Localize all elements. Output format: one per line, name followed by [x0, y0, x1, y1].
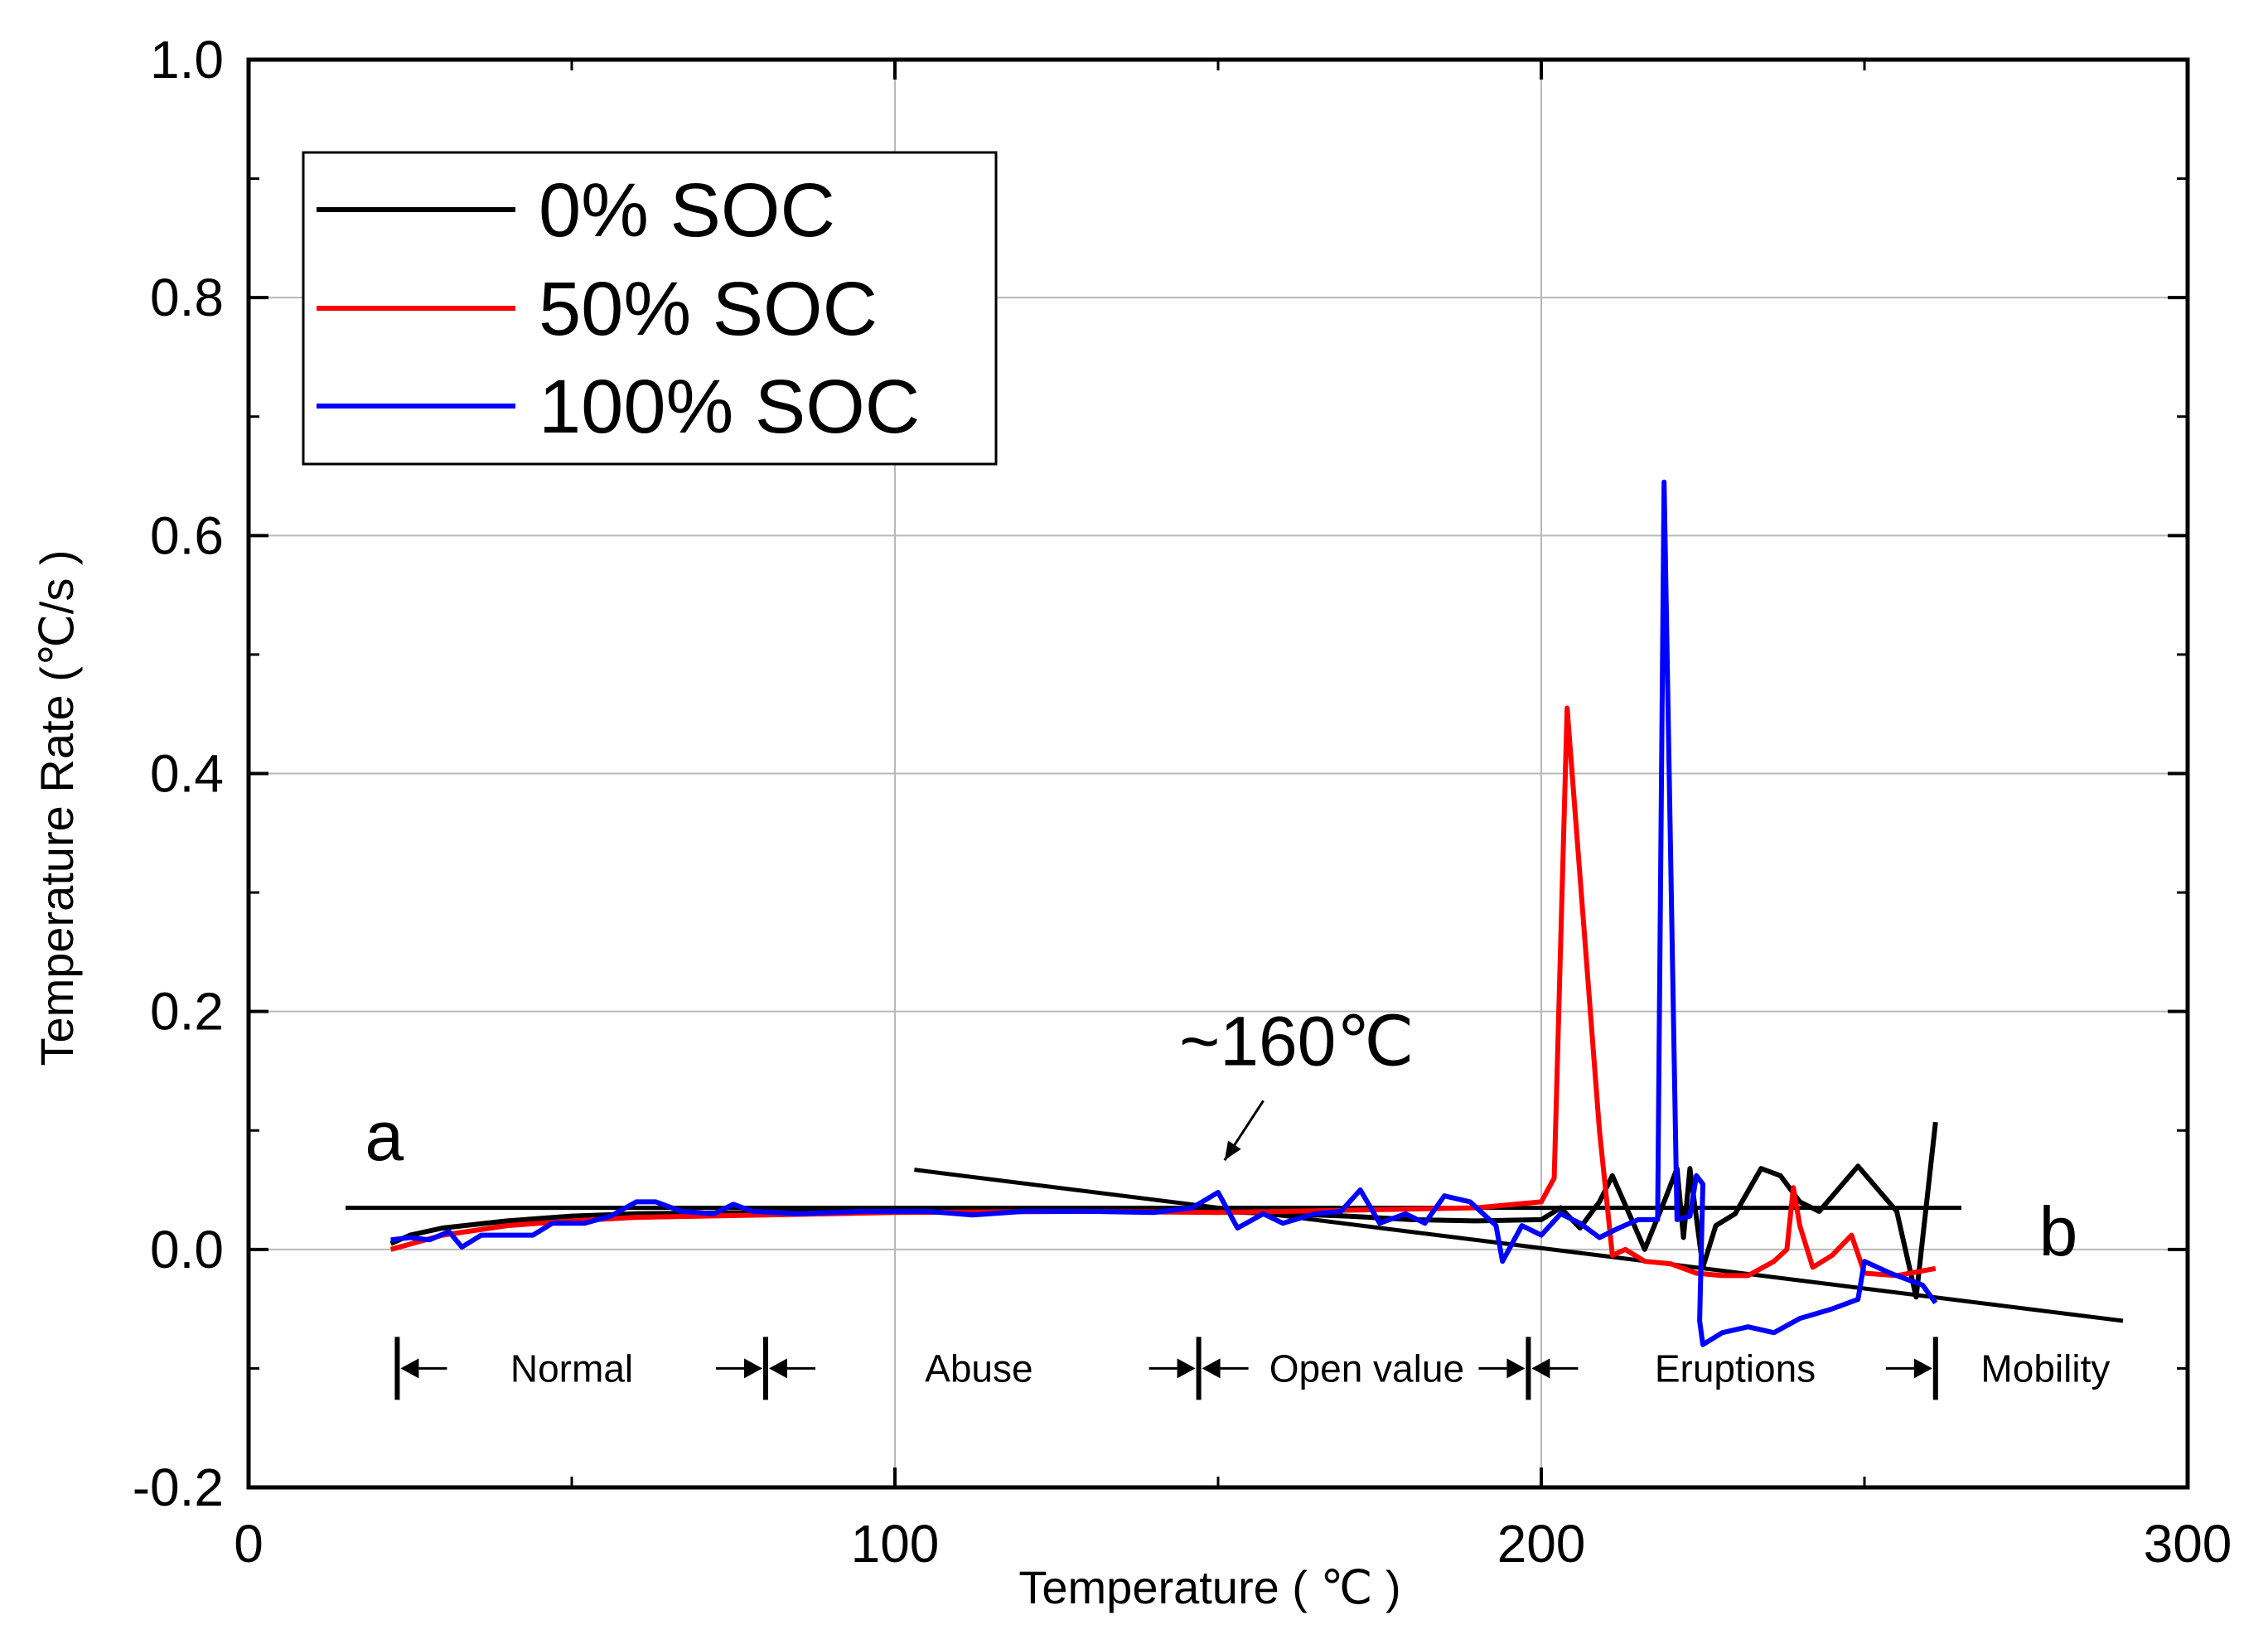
y-tick-label: 0.6	[150, 505, 224, 565]
phase-arrowhead	[1202, 1358, 1221, 1379]
line-a-label: a	[365, 1097, 404, 1175]
phase-arrowhead	[1506, 1358, 1526, 1379]
legend-label-0: 0% SOC	[539, 168, 835, 253]
phase-label: Open value	[1269, 1347, 1464, 1390]
series-lines	[389, 479, 1938, 1347]
phase-arrowhead	[1531, 1358, 1550, 1379]
reference-line-b	[914, 1168, 2124, 1323]
annotations: ~160℃ a b	[365, 1002, 2077, 1270]
phase-label: Mobility	[1980, 1347, 2110, 1390]
legend: 0% SOC 50% SOC 100% SOC	[302, 151, 998, 466]
x-tick-label: 300	[2144, 1514, 2232, 1574]
x-tick-label: 100	[851, 1514, 940, 1574]
tick-labels: 0 100 200 300 -0.2 0.0 0.2 0.4 0.6 0.8 1.0	[133, 30, 2232, 1574]
y-tick-label: 1.0	[150, 30, 224, 89]
phase-markers: Normal Abuse Open value Eruptions Mobility	[394, 1337, 2110, 1400]
phase-arrowhead	[744, 1358, 762, 1379]
line-b-label: b	[2039, 1192, 2078, 1270]
legend-label-2: 100% SOC	[539, 365, 920, 449]
y-tick-label: 0.0	[150, 1220, 224, 1279]
x-axis-title: Temperature ( ℃ )	[1018, 1561, 1400, 1613]
ticks	[247, 58, 2189, 1489]
phase-label: Eruptions	[1655, 1347, 1816, 1390]
phase-arrowhead	[1913, 1358, 1932, 1379]
y-tick-label: 0.8	[150, 268, 224, 327]
onset-arrowhead	[1224, 1140, 1241, 1161]
y-tick-label: -0.2	[133, 1458, 224, 1517]
y-axis-title: Temperature Rate (℃/s )	[31, 549, 83, 1066]
x-tick-label: 200	[1497, 1514, 1586, 1574]
phase-arrowhead	[769, 1358, 787, 1379]
y-tick-label: 0.2	[150, 982, 224, 1042]
phase-arrowhead	[400, 1358, 419, 1379]
phase-label: Abuse	[925, 1347, 1032, 1390]
onset-temperature-label: ~160℃	[1179, 1002, 1414, 1080]
series-line-2	[390, 479, 1938, 1347]
legend-label-1: 50% SOC	[539, 267, 878, 351]
phase-label: Normal	[510, 1347, 633, 1390]
x-tick-label: 0	[234, 1514, 264, 1574]
y-tick-label: 0.4	[150, 744, 224, 804]
phase-arrowhead	[1177, 1358, 1196, 1379]
